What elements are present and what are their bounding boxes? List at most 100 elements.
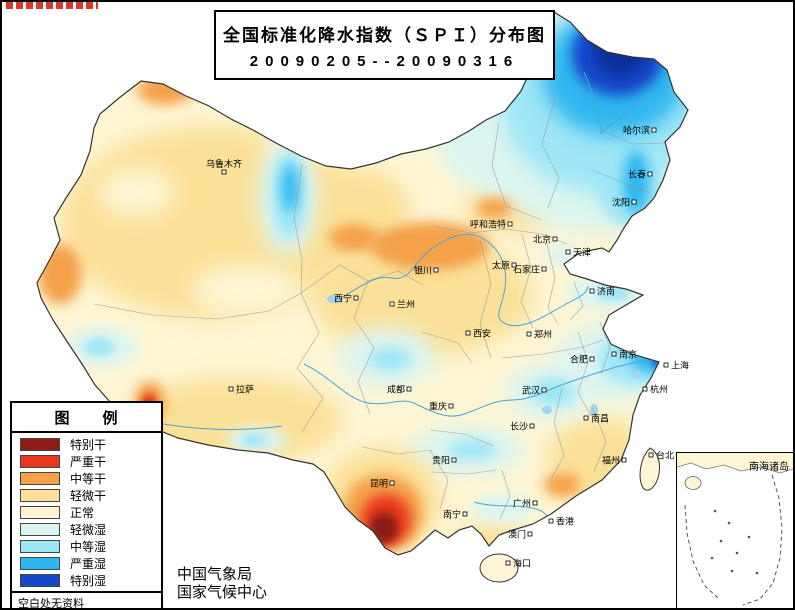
river	[303, 360, 658, 417]
province-boundary	[431, 469, 497, 475]
legend-label: 严重干	[70, 455, 107, 469]
lake	[590, 404, 598, 416]
island-dot	[710, 556, 714, 560]
city-marker-拉萨	[228, 386, 234, 392]
map-title: 全国标准化降水指数（ＳＰＩ）分布图	[223, 26, 546, 45]
city-label: 合肥	[570, 354, 588, 366]
city-marker-成都	[406, 386, 412, 392]
legend-swatch-lwet	[20, 523, 60, 536]
city-label: 贵阳	[432, 455, 450, 467]
spi-region-blob	[329, 224, 379, 252]
legend-label: 轻微干	[70, 489, 107, 503]
city-label: 银川	[414, 265, 432, 277]
legend-label: 严重湿	[70, 557, 107, 571]
spi-region-blob	[84, 338, 114, 356]
province-boundary	[361, 446, 433, 455]
city-marker-昆明	[389, 480, 395, 486]
legend-swatch-sdry	[20, 455, 60, 468]
spi-region-blob	[137, 75, 193, 105]
city-marker-福州	[621, 457, 627, 463]
province-boundary	[550, 387, 565, 480]
legend-rows: 特别干 严重干 中等干 轻微干 正常 轻微湿 中等湿 严重湿 特别湿	[12, 433, 161, 591]
legend-no-data: 空白处无资料	[12, 591, 161, 608]
spi-region-blob	[369, 347, 411, 371]
city-marker-兰州	[389, 301, 395, 307]
province-boundary	[421, 331, 473, 364]
city-label: 太原	[492, 260, 510, 272]
city-marker-合肥	[589, 356, 595, 362]
city-label: 台北	[656, 450, 674, 462]
city-label: 北京	[533, 234, 551, 246]
city-label: 沈阳	[612, 197, 630, 209]
legend-swatch-mwet	[20, 540, 60, 553]
lake	[633, 370, 641, 378]
city-label: 长沙	[510, 421, 528, 433]
nine-dash-line-right	[742, 474, 783, 606]
river	[333, 234, 589, 326]
inset-coast-land	[677, 453, 793, 473]
legend-row-ldry: 轻微干	[12, 487, 161, 504]
legend-row-mwet: 中等湿	[12, 538, 161, 555]
city-label: 澳门	[508, 529, 526, 541]
legend-box: 图 例 特别干 严重干 中等干 轻微干 正常 轻微湿 中等湿 严重湿 特别湿 空白处无资料	[10, 401, 163, 608]
legend-row-mdry: 中等干	[12, 470, 161, 487]
province-boundary	[591, 169, 651, 194]
city-label: 香港	[556, 516, 574, 528]
city-label: 上海	[671, 360, 689, 372]
city-label: 西宁	[334, 293, 352, 305]
province-boundary	[93, 292, 302, 320]
city-marker-台北	[648, 452, 654, 458]
island-dot	[747, 535, 751, 539]
province-boundary	[499, 469, 511, 520]
city-label: 武汉	[522, 385, 540, 397]
city-label: 兰州	[397, 299, 415, 311]
river	[473, 501, 551, 520]
inset-map	[677, 453, 793, 606]
city-marker-乌鲁木齐	[221, 169, 227, 175]
city-marker-天津	[565, 249, 571, 255]
city-label: 福州	[602, 455, 620, 467]
city-marker-杭州	[642, 386, 648, 392]
legend-swatch-norm	[20, 506, 60, 519]
city-marker-澳门	[527, 531, 533, 537]
province-boundary	[429, 429, 495, 447]
city-label: 长春	[628, 169, 646, 181]
city-marker-南昌	[583, 415, 589, 421]
spi-region-blob	[282, 164, 298, 212]
nine-dash-line-left	[684, 504, 720, 600]
city-marker-重庆	[448, 403, 454, 409]
spi-region-blob	[192, 264, 302, 316]
spi-region-blob	[99, 166, 175, 218]
province-boundary	[599, 129, 666, 145]
legend-swatch-ldry	[20, 489, 60, 502]
legend-row-xwet: 特别湿	[12, 572, 161, 589]
city-label: 杭州	[650, 384, 668, 396]
spi-region-blob	[299, 169, 409, 245]
city-label: 呼和浩特	[470, 219, 506, 231]
city-label: 石家庄	[513, 264, 540, 276]
legend-row-norm: 正常	[12, 504, 161, 521]
city-label: 济南	[597, 286, 615, 298]
spi-region-blob	[594, 20, 648, 76]
city-label: 郑州	[534, 329, 552, 341]
city-marker-呼和浩特	[507, 221, 513, 227]
city-marker-济南	[589, 288, 595, 294]
city-marker-长沙	[529, 423, 535, 429]
city-marker-太原	[511, 262, 517, 268]
island-dot	[735, 551, 739, 555]
city-marker-长春	[647, 171, 653, 177]
city-marker-哈尔滨	[651, 127, 657, 133]
city-label: 南宁	[443, 509, 461, 521]
province-boundary	[479, 239, 492, 359]
city-label: 昆明	[370, 479, 388, 490]
agency-line-2: 国家气候中心	[177, 584, 268, 601]
taiwan-island	[639, 447, 661, 491]
legend-label: 特别湿	[70, 574, 107, 588]
spi-region-blob	[477, 198, 511, 218]
city-marker-石家庄	[541, 266, 547, 272]
city-label: 乌鲁木齐	[206, 158, 242, 170]
south-china-sea-inset: 南海诸岛	[676, 452, 793, 608]
spi-region-blob	[472, 495, 532, 523]
